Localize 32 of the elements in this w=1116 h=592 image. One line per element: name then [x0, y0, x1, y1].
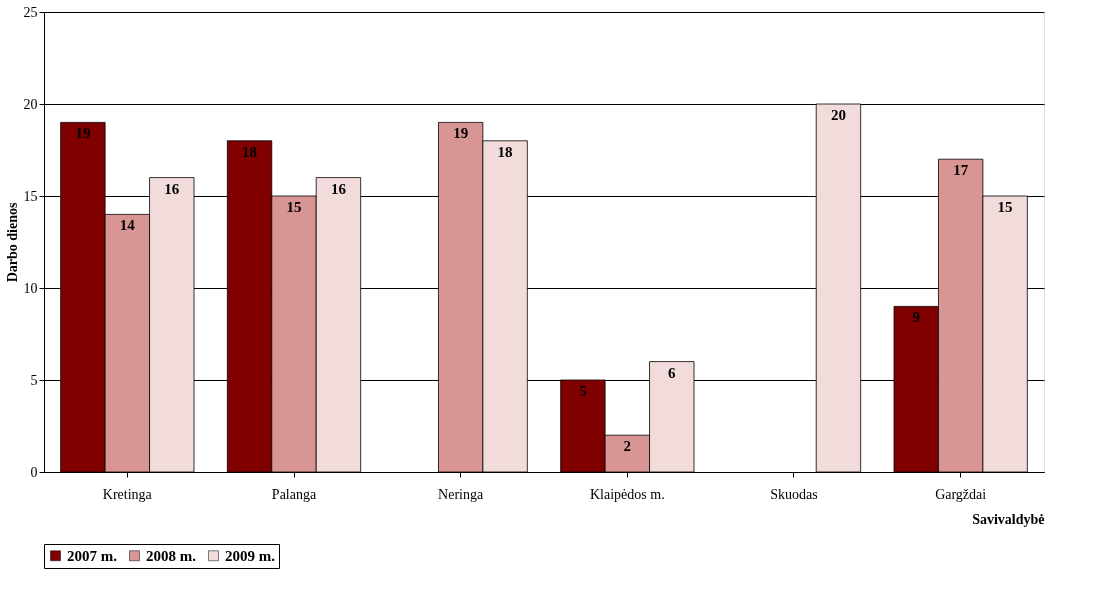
data-label: 16	[330, 180, 347, 197]
y-tick-label: 5	[30, 372, 38, 388]
data-label: 20	[830, 107, 846, 123]
x-tick-label: Palanga	[271, 486, 317, 502]
data-label: 16	[164, 180, 180, 197]
data-label: 17	[953, 162, 969, 179]
x-tick-label: Skuodas	[770, 486, 818, 502]
data-label: 15	[286, 199, 302, 215]
legend-label: 2008 m.	[146, 547, 197, 564]
data-label: 9	[912, 309, 920, 326]
data-label: 15	[997, 199, 1013, 215]
data-label: 6	[668, 364, 677, 381]
x-tick-label: Gargždai	[935, 486, 987, 502]
legend-label: 2007 m.	[67, 547, 118, 564]
y-tick-label: 10	[23, 280, 38, 296]
x-axis-title: Savivaldybė	[972, 511, 1045, 527]
data-label: 18	[242, 143, 258, 160]
data-label: 19	[75, 125, 91, 142]
legend-label: 2009 m.	[225, 547, 276, 564]
data-label: 2	[623, 438, 632, 455]
data-label: 19	[453, 125, 469, 142]
data-label: 14	[119, 217, 136, 234]
y-tick-label: 0	[30, 464, 38, 480]
data-label: 18	[497, 143, 513, 160]
x-tick-label: Kretinga	[102, 486, 153, 502]
y-tick-label: 20	[23, 96, 38, 112]
x-tick-label: Klaipėdos m.	[590, 486, 665, 502]
y-axis-title: Darbo dienos	[4, 202, 20, 283]
y-tick-label: 15	[23, 188, 38, 204]
y-tick-label: 25	[23, 4, 38, 20]
x-tick-label: Neringa	[438, 486, 484, 502]
data-label: 5	[579, 383, 587, 399]
